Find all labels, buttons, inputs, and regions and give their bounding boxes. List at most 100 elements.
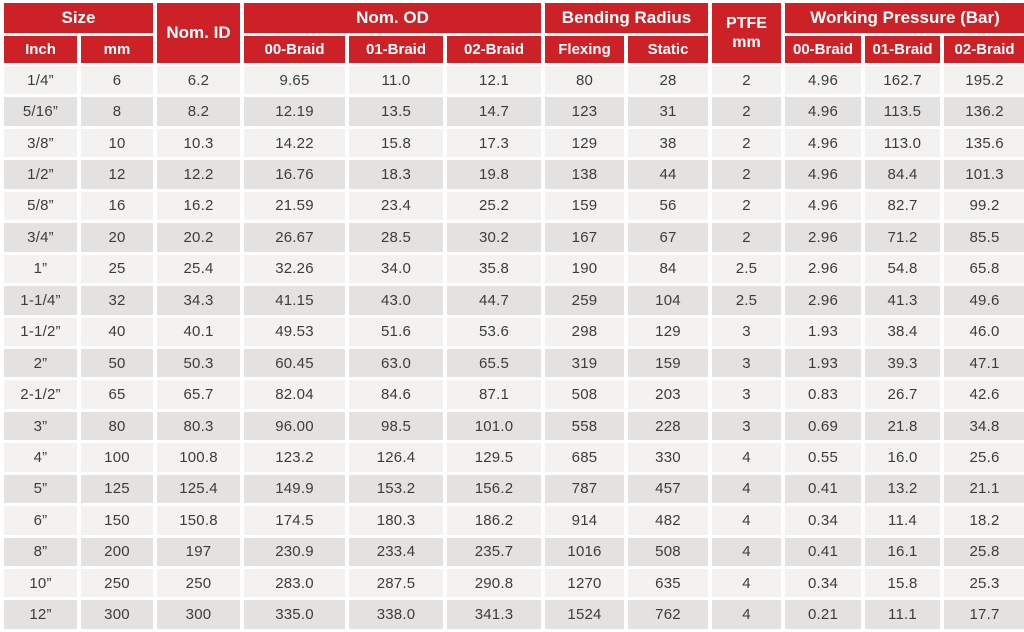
table-cell: 482	[628, 506, 708, 535]
table-cell: 300	[81, 600, 153, 629]
table-cell: 685	[545, 443, 624, 472]
table-cell: 335.0	[244, 600, 345, 629]
table-cell: 39.3	[865, 348, 940, 378]
table-cell: 4	[712, 443, 781, 472]
table-cell: 0.34	[785, 506, 861, 535]
table-cell: 28	[628, 66, 708, 95]
table-cell: 319	[545, 348, 624, 378]
table-cell: 1524	[545, 600, 624, 629]
table-cell: 20	[81, 223, 153, 252]
table-cell: 4.96	[785, 66, 861, 95]
table-cell: 16.0	[865, 443, 940, 472]
table-row: 1” 25 25.4 32.26 34.0 35.8 190 84 2.5 2.96 54.8 65.…	[4, 254, 1024, 284]
table-cell: 104	[628, 286, 708, 315]
table-cell: 65.7	[157, 380, 240, 409]
table-cell: 80	[81, 411, 153, 441]
table-cell: 12.1	[447, 66, 541, 95]
table-cell: 125	[81, 474, 153, 504]
table-cell: 12	[81, 160, 153, 189]
table-cell: 2.5	[712, 254, 781, 284]
header-ptfe-unit: mm	[732, 34, 761, 51]
table-header: Size Nom. ID Nom. OD Bending Radius PTFE…	[4, 3, 1024, 63]
table-cell: 259	[545, 286, 624, 315]
table-cell: 12.19	[244, 97, 345, 126]
table-cell: 8”	[4, 537, 77, 566]
table-cell: 41.15	[244, 286, 345, 315]
table-cell: 126.4	[349, 443, 443, 472]
table-row: 12” 300 300 335.0 338.0 341.3 1524 762 4 0.21 11.1…	[4, 600, 1024, 629]
subheader-inch: Inch	[4, 36, 77, 63]
table-cell: 3”	[4, 411, 77, 441]
table-cell: 0.41	[785, 537, 861, 566]
table-cell: 762	[628, 600, 708, 629]
table-cell: 25.3	[944, 569, 1024, 598]
table-cell: 3/4”	[4, 223, 77, 252]
table-cell: 1/4”	[4, 66, 77, 95]
table-cell: 4	[712, 474, 781, 504]
table-cell: 21.8	[865, 411, 940, 441]
table-cell: 13.5	[349, 97, 443, 126]
table-cell: 8.2	[157, 97, 240, 126]
table-cell: 228	[628, 411, 708, 441]
table-cell: 0.21	[785, 600, 861, 629]
table-cell: 32.26	[244, 254, 345, 284]
table-row: 6” 150 150.8 174.5 180.3 186.2 914 482 4 0.34 11.4…	[4, 506, 1024, 535]
table-cell: 10”	[4, 569, 77, 598]
table-cell: 32	[81, 286, 153, 315]
table-cell: 53.6	[447, 317, 541, 346]
table-cell: 84	[628, 254, 708, 284]
table-cell: 21.59	[244, 191, 345, 221]
table-cell: 129	[628, 317, 708, 346]
table-cell: 0.55	[785, 443, 861, 472]
table-cell: 30.2	[447, 223, 541, 252]
table-cell: 153.2	[349, 474, 443, 504]
subheader-mm: mm	[81, 36, 153, 63]
table-cell: 6.2	[157, 66, 240, 95]
table-cell: 31	[628, 97, 708, 126]
table-cell: 283.0	[244, 569, 345, 598]
table-cell: 113.0	[865, 128, 940, 158]
header-working-pressure: Working Pressure (Bar)	[785, 3, 1024, 33]
table-cell: 38.4	[865, 317, 940, 346]
table-cell: 23.4	[349, 191, 443, 221]
table-cell: 123.2	[244, 443, 345, 472]
table-cell: 85.5	[944, 223, 1024, 252]
table-cell: 99.2	[944, 191, 1024, 221]
table-cell: 46.0	[944, 317, 1024, 346]
table-cell: 5”	[4, 474, 77, 504]
table-cell: 1.93	[785, 348, 861, 378]
header-group-row: Size Nom. ID Nom. OD Bending Radius PTFE…	[4, 3, 1024, 63]
subheader-wp-00-braid: 00-Braid	[785, 36, 861, 63]
table-cell: 16.2	[157, 191, 240, 221]
table-cell: 3	[712, 317, 781, 346]
table-cell: 82.04	[244, 380, 345, 409]
table-cell: 4	[712, 506, 781, 535]
table-cell: 42.6	[944, 380, 1024, 409]
table-body: 1/4” 6 6.2 9.65 11.0 12.1 80 28 2 4.96 162.7 195.2 5…	[4, 66, 1024, 629]
table-cell: 11.0	[349, 66, 443, 95]
table-row: 1-1/2” 40 40.1 49.53 51.6 53.6 298 129 3 1.93 38.4…	[4, 317, 1024, 346]
table-cell: 180.3	[349, 506, 443, 535]
table-cell: 20.2	[157, 223, 240, 252]
table-cell: 16.76	[244, 160, 345, 189]
table-cell: 3	[712, 411, 781, 441]
table-cell: 100	[81, 443, 153, 472]
header-nom-od: Nom. OD	[244, 3, 541, 33]
table-cell: 44	[628, 160, 708, 189]
table-cell: 0.34	[785, 569, 861, 598]
table-cell: 18.3	[349, 160, 443, 189]
table-cell: 51.6	[349, 317, 443, 346]
table-cell: 787	[545, 474, 624, 504]
table-cell: 14.22	[244, 128, 345, 158]
table-cell: 26.67	[244, 223, 345, 252]
table-row: 3/8” 10 10.3 14.22 15.8 17.3 129 38 2 4.96 113.0 13…	[4, 128, 1024, 158]
table-cell: 11.4	[865, 506, 940, 535]
table-cell: 87.1	[447, 380, 541, 409]
table-row: 1-1/4” 32 34.3 41.15 43.0 44.7 259 104 2.5 2.96 41…	[4, 286, 1024, 315]
table-cell: 6”	[4, 506, 77, 535]
table-cell: 159	[628, 348, 708, 378]
table-row: 5” 125 125.4 149.9 153.2 156.2 787 457 4 0.41 13.2…	[4, 474, 1024, 504]
table-cell: 2-1/2”	[4, 380, 77, 409]
table-cell: 113.5	[865, 97, 940, 126]
table-cell: 12”	[4, 600, 77, 629]
